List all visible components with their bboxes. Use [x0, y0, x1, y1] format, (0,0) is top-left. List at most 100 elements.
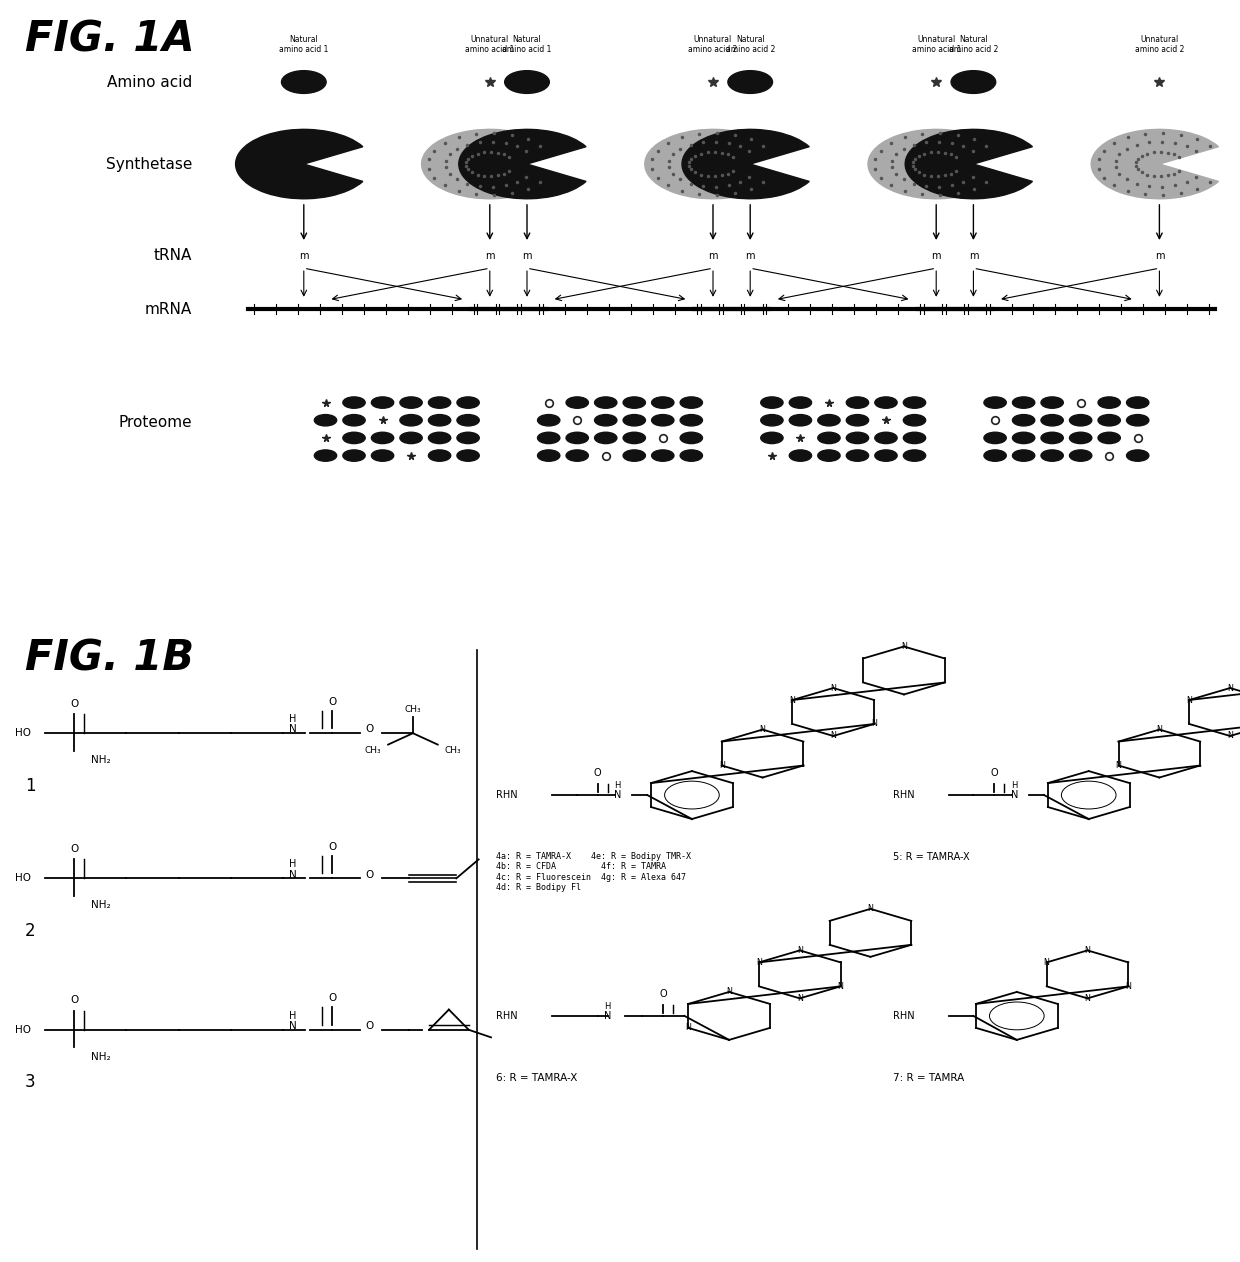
Text: H: H — [289, 714, 296, 724]
Text: N: N — [289, 1021, 296, 1031]
Circle shape — [624, 432, 646, 443]
Text: m: m — [968, 251, 978, 260]
Text: HO: HO — [15, 1025, 31, 1035]
Circle shape — [951, 71, 996, 93]
Circle shape — [1069, 451, 1091, 461]
Circle shape — [680, 451, 702, 461]
Text: 3: 3 — [25, 1073, 36, 1092]
Circle shape — [372, 396, 394, 408]
Circle shape — [818, 432, 841, 443]
Circle shape — [847, 414, 868, 425]
Text: NH₂: NH₂ — [91, 1053, 110, 1061]
Circle shape — [538, 414, 560, 425]
Circle shape — [818, 414, 841, 425]
Circle shape — [456, 432, 480, 443]
Circle shape — [1012, 451, 1034, 461]
Text: O: O — [71, 844, 78, 853]
Text: N: N — [1044, 958, 1049, 967]
Text: N: N — [1085, 946, 1090, 955]
Text: N: N — [868, 905, 873, 914]
Circle shape — [1012, 432, 1034, 443]
Circle shape — [538, 432, 560, 443]
Text: Unnatural
amino acid 2: Unnatural amino acid 2 — [688, 34, 738, 54]
Circle shape — [903, 432, 925, 443]
Text: Amino acid: Amino acid — [107, 74, 192, 90]
Circle shape — [505, 71, 549, 93]
Circle shape — [456, 451, 480, 461]
Text: N: N — [1228, 732, 1233, 741]
Text: O: O — [991, 769, 998, 777]
Circle shape — [1069, 432, 1091, 443]
Text: O: O — [594, 769, 601, 777]
Text: RHN: RHN — [496, 1011, 517, 1021]
Circle shape — [652, 396, 675, 408]
Circle shape — [652, 414, 675, 425]
Text: O: O — [366, 870, 373, 880]
Text: O: O — [71, 699, 78, 708]
Wedge shape — [236, 130, 363, 198]
Circle shape — [1099, 432, 1121, 443]
Text: O: O — [329, 842, 336, 852]
Circle shape — [728, 71, 773, 93]
Circle shape — [399, 432, 422, 443]
Wedge shape — [422, 130, 549, 198]
Circle shape — [315, 414, 337, 425]
Circle shape — [847, 432, 868, 443]
Text: CH₃: CH₃ — [365, 746, 382, 756]
Text: m: m — [708, 251, 718, 260]
Circle shape — [567, 396, 588, 408]
Circle shape — [985, 451, 1007, 461]
Circle shape — [680, 414, 702, 425]
Text: N: N — [797, 946, 802, 955]
Text: N: N — [1187, 695, 1192, 704]
Text: N: N — [719, 761, 724, 770]
Text: O: O — [366, 1021, 373, 1031]
Text: 6: R = TAMRA-X: 6: R = TAMRA-X — [496, 1073, 578, 1083]
Circle shape — [903, 451, 925, 461]
Circle shape — [372, 432, 394, 443]
Text: H: H — [614, 781, 621, 790]
Circle shape — [595, 396, 618, 408]
Text: mRNA: mRNA — [145, 302, 192, 317]
Text: RHN: RHN — [893, 790, 914, 800]
Text: HO: HO — [15, 873, 31, 883]
Text: 5: R = TAMRA-X: 5: R = TAMRA-X — [893, 852, 970, 862]
Text: N: N — [872, 719, 877, 728]
Circle shape — [399, 396, 422, 408]
Text: N: N — [760, 726, 765, 734]
Text: N: N — [901, 642, 906, 651]
Text: m: m — [745, 251, 755, 260]
Circle shape — [847, 451, 868, 461]
Circle shape — [761, 414, 784, 425]
Text: N: N — [614, 790, 621, 800]
Circle shape — [1012, 396, 1034, 408]
Text: NH₂: NH₂ — [91, 756, 110, 765]
Text: H: H — [1011, 781, 1018, 790]
Text: N: N — [1116, 761, 1121, 770]
Circle shape — [624, 451, 646, 461]
Text: N: N — [756, 958, 761, 967]
Text: NH₂: NH₂ — [91, 901, 110, 910]
Text: Natural
amino acid 1: Natural amino acid 1 — [279, 34, 329, 54]
Text: Natural
amino acid 2: Natural amino acid 2 — [949, 34, 998, 54]
Circle shape — [985, 432, 1007, 443]
Circle shape — [875, 451, 898, 461]
Text: N: N — [1011, 790, 1018, 800]
Text: N: N — [1085, 994, 1090, 1003]
Text: FIG. 1B: FIG. 1B — [25, 637, 193, 679]
Circle shape — [875, 432, 898, 443]
Text: FIG. 1A: FIG. 1A — [25, 19, 195, 61]
Circle shape — [624, 396, 646, 408]
Circle shape — [595, 432, 618, 443]
Circle shape — [567, 432, 588, 443]
Text: N: N — [1157, 726, 1162, 734]
Text: H: H — [289, 859, 296, 870]
Text: CH₃: CH₃ — [404, 704, 422, 714]
Text: N: N — [797, 994, 802, 1003]
Circle shape — [1069, 414, 1091, 425]
Text: N: N — [727, 987, 732, 997]
Circle shape — [624, 414, 646, 425]
Text: 4a: R = TAMRA-X    4e: R = Bodipy TMR-X
4b: R = CFDA         4f: R = TAMRA
4c: R: 4a: R = TAMRA-X 4e: R = Bodipy TMR-X 4b:… — [496, 852, 691, 892]
Text: 7: R = TAMRA: 7: R = TAMRA — [893, 1073, 963, 1083]
Circle shape — [281, 71, 326, 93]
